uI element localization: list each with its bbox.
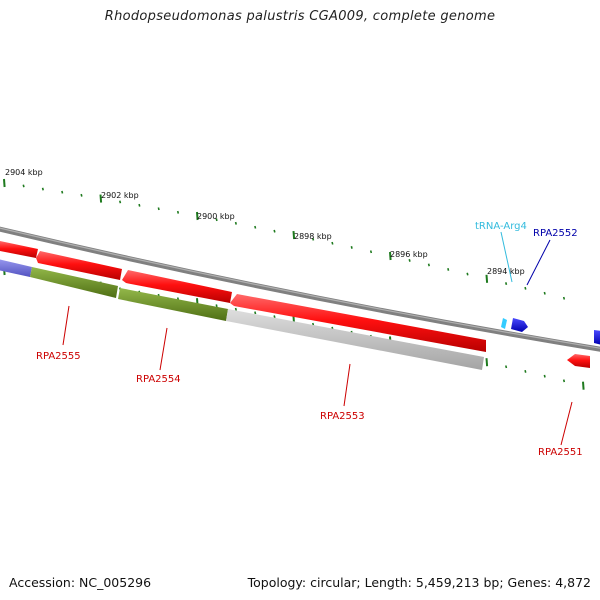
gene-labels: RPA2555 RPA2554 RPA2553 RPA2551 tRNA-Arg… (36, 221, 583, 458)
inner-major-tick (582, 381, 585, 390)
outer-minor-tick (80, 193, 83, 197)
cog-segment-green-2 (118, 288, 228, 321)
accession-text: Accession: NC_005296 (9, 575, 152, 590)
cds-track (0, 241, 590, 368)
cds-rpa2554[interactable] (122, 270, 232, 303)
label-leaders (62, 231, 573, 446)
gene-label-trna-arg4[interactable]: tRNA-Arg4 (475, 221, 527, 232)
inner-minor-tick (254, 311, 257, 315)
cds-rpa2554-upper[interactable] (36, 251, 122, 280)
outer-minor-tick (61, 190, 64, 194)
outer-minor-tick (369, 250, 373, 254)
outer-minor-tick (427, 263, 430, 267)
inner-minor-tick (543, 374, 546, 378)
outer-minor-tick (350, 246, 353, 249)
outer-minor-tick (447, 268, 450, 271)
inner-minor-tick (562, 379, 566, 383)
inner-minor-tick (234, 307, 237, 311)
outer-scale-ticks (3, 178, 566, 300)
inner-major-tick (485, 358, 489, 367)
outer-minor-tick (41, 187, 44, 191)
scale-label-2900: 2900 kbp (197, 212, 235, 221)
genome-summary-text: Topology: circular; Length: 5,459,213 bp… (247, 575, 591, 590)
inner-minor-tick (273, 315, 276, 319)
inner-minor-tick (215, 304, 218, 308)
outer-minor-tick (22, 184, 25, 188)
outer-minor-tick (254, 225, 257, 229)
outer-minor-tick (312, 237, 315, 241)
cog-segment-purple (0, 259, 32, 277)
scale-label-2904: 2904 kbp (5, 168, 43, 177)
cds-rpa2553[interactable] (230, 294, 486, 352)
inner-minor-tick (524, 370, 527, 373)
scale-label-2902: 2902 kbp (101, 191, 139, 200)
cds-rpa2551[interactable] (567, 354, 590, 368)
outer-minor-tick (176, 210, 180, 214)
outer-minor-tick (138, 203, 141, 207)
outer-minor-tick (273, 229, 276, 233)
gene-label-rpa2551[interactable]: RPA2551 (538, 447, 583, 458)
cds-edge-blue[interactable] (594, 330, 600, 345)
outer-minor-tick (408, 259, 411, 262)
genome-backbone (0, 226, 600, 352)
cog-segment-green-1 (30, 267, 118, 298)
outer-minor-tick (331, 241, 334, 245)
cds-rpa2552[interactable] (511, 318, 528, 332)
gene-label-rpa2552[interactable]: RPA2552 (533, 228, 578, 239)
outer-major-tick (99, 194, 103, 203)
scale-labels: 2904 kbp 2902 kbp 2900 kbp 2898 kbp 2896… (5, 168, 525, 276)
outer-major-tick (389, 251, 392, 261)
outer-minor-tick (562, 296, 566, 300)
outer-minor-tick (505, 282, 508, 285)
outer-minor-tick (543, 291, 546, 295)
cog-track (0, 259, 484, 370)
outer-minor-tick (157, 207, 160, 211)
scale-label-2896: 2896 kbp (390, 250, 428, 259)
gene-label-rpa2554[interactable]: RPA2554 (136, 374, 181, 385)
outer-major-tick (3, 178, 6, 188)
outer-major-tick (485, 274, 489, 283)
cog-segment-gray (226, 309, 484, 370)
cds-rpa2555[interactable] (0, 241, 38, 258)
trna-arg4-feature[interactable] (501, 318, 507, 329)
map-title: Rhodopseudomonas palustris CGA009, compl… (104, 9, 496, 24)
inner-minor-tick (505, 365, 508, 369)
scale-label-2894: 2894 kbp (487, 267, 525, 276)
outer-minor-tick (119, 200, 122, 204)
gene-label-rpa2555[interactable]: RPA2555 (36, 351, 81, 362)
scale-label-2898: 2898 kbp (294, 232, 332, 241)
outer-minor-tick (234, 221, 237, 225)
outer-major-tick (292, 231, 296, 240)
outer-minor-tick (466, 272, 469, 276)
outer-major-tick (196, 211, 199, 221)
outer-minor-tick (524, 286, 527, 290)
gene-label-rpa2553[interactable]: RPA2553 (320, 411, 365, 422)
outer-minor-tick (215, 218, 218, 222)
